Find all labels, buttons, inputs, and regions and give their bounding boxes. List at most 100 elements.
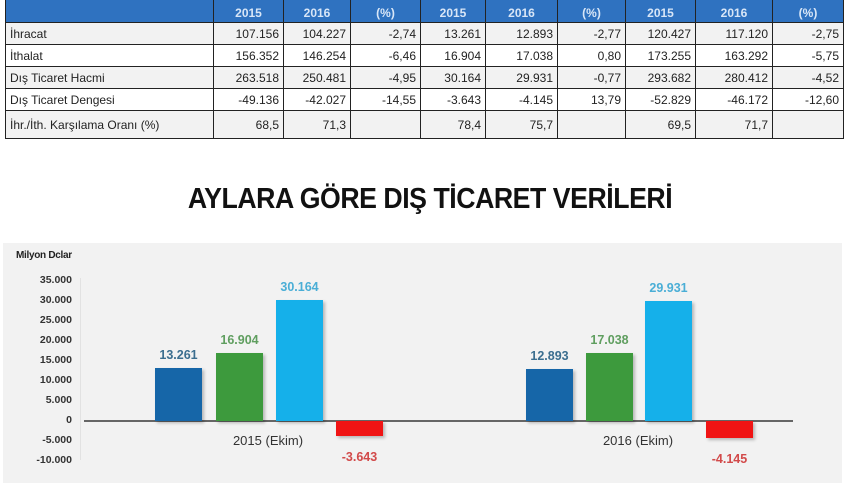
- table-cell: 120.427: [625, 22, 696, 45]
- table-cell: -2,77: [557, 22, 626, 45]
- data-label: 17.038: [590, 332, 629, 347]
- table-cell: 30.164: [420, 66, 486, 89]
- data-label: 12.893: [530, 349, 569, 364]
- bar-exports-2016: [526, 369, 573, 421]
- table-cell: -42.027: [283, 88, 351, 111]
- table-cell: -2,75: [772, 22, 844, 45]
- table-row: İhr./İth. Karşılama Oranı (%) 68,5 71,3 78,…: [5, 110, 844, 139]
- table-cell: [772, 110, 844, 139]
- row-label: Dış Ticaret Hacmi: [5, 66, 214, 89]
- table-cell: 13,79: [557, 88, 626, 111]
- table-cell: 263.518: [213, 66, 284, 89]
- table-cell: -2,74: [350, 22, 421, 45]
- row-label: Dış Ticaret Dengesi: [5, 88, 214, 111]
- header-cell: [5, 0, 214, 23]
- table-cell: -4.145: [485, 88, 558, 111]
- row-label: İhracat: [5, 22, 214, 45]
- table-header-row: 2015 2016 (%) 2015 2016 (%) 2015 2016 (%…: [5, 0, 844, 23]
- foreign-trade-table: 2015 2016 (%) 2015 2016 (%) 2015 2016 (%…: [5, 0, 844, 139]
- y-tick-label: 35.000: [39, 274, 72, 286]
- table-cell: -3.643: [420, 88, 486, 111]
- y-tick-label: 0: [66, 414, 72, 426]
- table-row: Dış Ticaret Dengesi -49.136 -42.027 -14,55-…: [5, 88, 844, 111]
- table-cell: -46.172: [695, 88, 773, 111]
- chart-panel: [3, 243, 842, 483]
- table-cell: 75,7: [485, 110, 558, 139]
- bar-exports-2015: [155, 367, 202, 421]
- table-cell: -6,46: [350, 44, 421, 67]
- bar-trade-volume-2015: [276, 300, 323, 421]
- bar-trade-volume-2016: [645, 301, 692, 421]
- table-cell: 17.038: [485, 44, 558, 67]
- header-cell: 2015: [625, 0, 696, 23]
- table-cell: 163.292: [695, 44, 773, 67]
- y-axis-label: Milyon Dclar: [16, 250, 72, 261]
- table-cell: 293.682: [625, 66, 696, 89]
- bar-trade-balance-2016: [706, 421, 753, 438]
- header-cell: 2016: [283, 0, 351, 23]
- table-cell: -5,75: [772, 44, 844, 67]
- table-row: Dış Ticaret Hacmi 263.518 250.481 -4,95 30.1…: [5, 66, 844, 89]
- header-cell: (%): [350, 0, 421, 23]
- header-cell: 2015: [420, 0, 486, 23]
- y-tick-label: -10.000: [36, 454, 72, 466]
- category-label: 2016 (Ekim): [602, 433, 674, 448]
- table-row: İhracat 107.156 104.227 -2,74 13.261 12.893 -2…: [5, 22, 844, 45]
- zero-baseline: [84, 420, 793, 422]
- table-cell: 250.481: [283, 66, 351, 89]
- table-cell: [557, 110, 626, 139]
- data-label: 16.904: [220, 333, 259, 348]
- row-label: İthalat: [5, 44, 214, 67]
- header-cell: 2015: [213, 0, 284, 23]
- table-cell: 16.904: [420, 44, 486, 67]
- table-cell: -49.136: [213, 88, 284, 111]
- data-label: -4.145: [711, 451, 748, 466]
- table-row: İthalat 156.352 146.254 -6,46 16.904 17.038 0,…: [5, 44, 844, 67]
- table-cell: 107.156: [213, 22, 284, 45]
- table-cell: 71,7: [695, 110, 773, 139]
- header-cell: (%): [772, 0, 844, 23]
- bar-trade-balance-2015: [336, 421, 383, 436]
- data-label: 13.261: [159, 347, 198, 362]
- y-tick-label: 30.000: [39, 294, 72, 306]
- table-cell: 117.120: [695, 22, 773, 45]
- y-axis-line: [80, 278, 81, 460]
- y-tick-label: 5.000: [45, 394, 72, 406]
- table-cell: 71,3: [283, 110, 351, 139]
- table-cell: 156.352: [213, 44, 284, 67]
- y-tick-label: 15.000: [39, 354, 72, 366]
- table-cell: 12.893: [485, 22, 558, 45]
- section-title: AYLARA GÖRE DIŞ TİCARET VERİLERİ: [187, 183, 673, 215]
- table-cell: 280.412: [695, 66, 773, 89]
- row-label: İhr./İth. Karşılama Oranı (%): [5, 110, 214, 139]
- table-cell: -14,55: [350, 88, 421, 111]
- data-label: 30.164: [280, 280, 319, 295]
- header-cell: 2016: [695, 0, 773, 23]
- table-cell: 173.255: [625, 44, 696, 67]
- table-cell: -52.829: [625, 88, 696, 111]
- bar-imports-2016: [586, 352, 633, 421]
- table-cell: 29.931: [485, 66, 558, 89]
- y-tick-label: -5.000: [42, 434, 72, 446]
- table-cell: 68,5: [213, 110, 284, 139]
- table-cell: 69,5: [625, 110, 696, 139]
- y-tick-label: 25.000: [39, 314, 72, 326]
- y-tick-label: 10.000: [39, 374, 72, 386]
- y-tick-label: 20.000: [39, 334, 72, 346]
- category-label: 2015 (Ekim): [232, 433, 304, 448]
- data-label: -3.643: [341, 449, 378, 464]
- header-cell: (%): [557, 0, 626, 23]
- header-cell: 2016: [485, 0, 558, 23]
- table-cell: 104.227: [283, 22, 351, 45]
- table-cell: -4,95: [350, 66, 421, 89]
- table-cell: -12,60: [772, 88, 844, 111]
- table-cell: 0,80: [557, 44, 626, 67]
- table-cell: 146.254: [283, 44, 351, 67]
- data-label: 29.931: [649, 281, 688, 296]
- table-cell: 13.261: [420, 22, 486, 45]
- table-cell: -0,77: [557, 66, 626, 89]
- table-cell: 78,4: [420, 110, 486, 139]
- bar-imports-2015: [216, 353, 263, 421]
- table-cell: -4,52: [772, 66, 844, 89]
- table-cell: [350, 110, 421, 139]
